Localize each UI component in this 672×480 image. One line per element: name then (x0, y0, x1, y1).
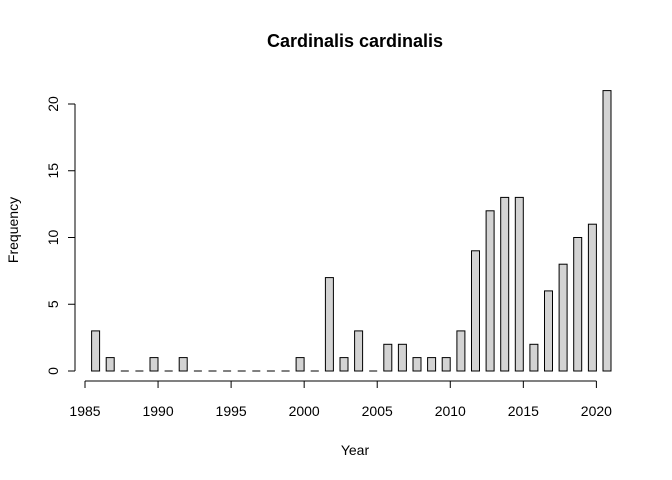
x-axis: 1985 1990 1995 2000 2005 2010 2015 2020 (69, 380, 612, 419)
bar-2020 (587, 223, 597, 372)
bar-2009 (427, 357, 437, 372)
x-tick-label-2015: 2015 (508, 403, 539, 419)
bar-2017 (544, 290, 553, 372)
bar-2004 (354, 330, 364, 372)
bar-2015 (514, 196, 524, 372)
x-tick-label-2020: 2020 (581, 403, 612, 419)
bar-2018 (558, 263, 568, 372)
bar-2000 (295, 357, 305, 372)
y-tick-label-10: 10 (45, 230, 61, 246)
x-tick-label-2010: 2010 (435, 403, 466, 419)
x-axis-label: Year (341, 442, 370, 458)
x-tick-label-2000: 2000 (289, 403, 320, 419)
bar-2016 (529, 343, 539, 372)
y-tick-label-20: 20 (45, 96, 61, 112)
bar-2021 (602, 90, 612, 372)
y-tick-label-5: 5 (45, 300, 61, 308)
bars (91, 90, 612, 372)
bar-2002 (324, 277, 334, 372)
bar-2019 (573, 237, 583, 372)
bar-2007 (397, 343, 407, 372)
bar-1990 (149, 357, 159, 372)
y-axis-label: Frequency (5, 197, 21, 263)
bar-2003 (339, 357, 349, 372)
x-tick-label-1990: 1990 (142, 403, 173, 419)
bar-1992 (178, 357, 188, 372)
bar-2012 (471, 250, 480, 372)
x-tick-label-1985: 1985 (69, 403, 100, 419)
y-tick-label-0: 0 (45, 367, 61, 375)
bar-2010 (441, 357, 451, 372)
x-tick-label-2005: 2005 (362, 403, 393, 419)
x-tick-label-1995: 1995 (216, 403, 247, 419)
bar-2006 (383, 343, 393, 372)
bar-2014 (500, 196, 510, 372)
y-axis: 0 5 10 15 20 (45, 96, 76, 375)
bar-2011 (456, 330, 466, 372)
bar-1987 (105, 357, 115, 372)
bar-1986 (91, 330, 101, 372)
y-tick-label-15: 15 (45, 163, 61, 179)
chart-title: Cardinalis cardinalis (267, 31, 443, 51)
bar-2013 (485, 210, 495, 372)
bar-2008 (412, 357, 422, 372)
